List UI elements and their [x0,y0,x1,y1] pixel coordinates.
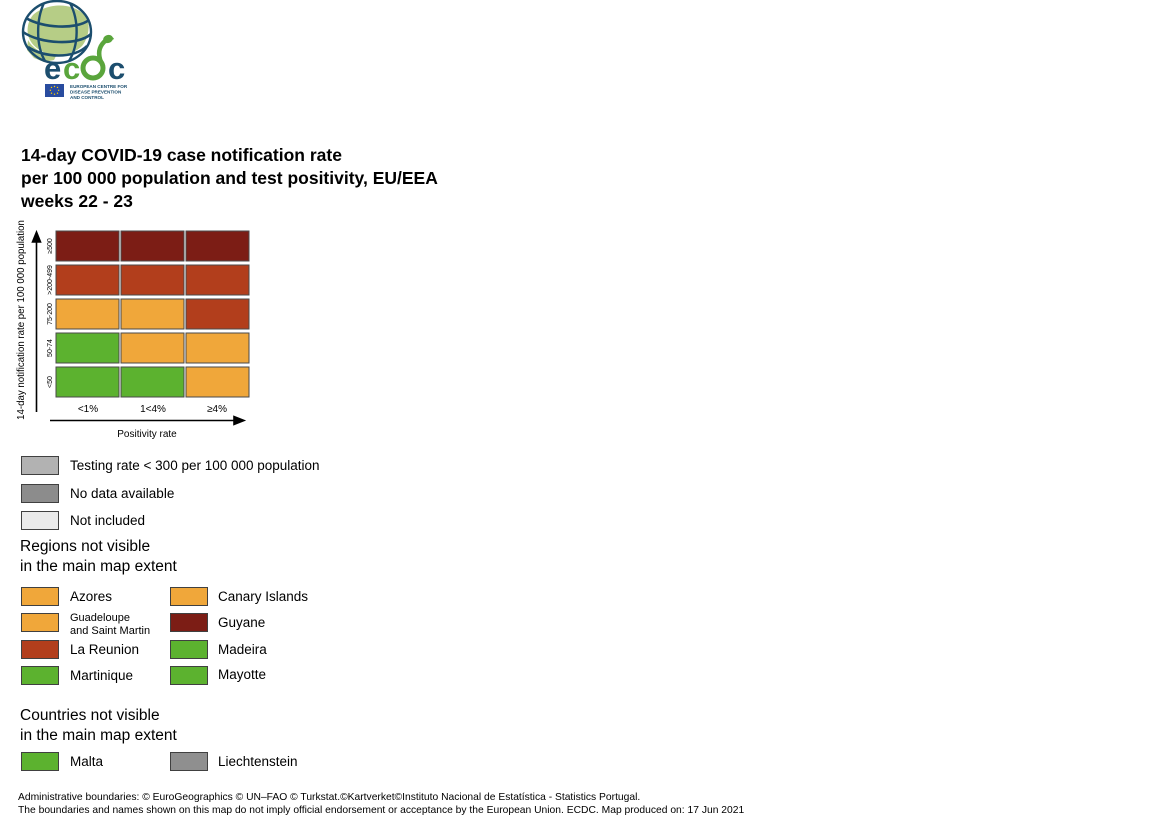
svg-text:1<4%: 1<4% [140,404,166,415]
svg-text:e: e [44,51,61,86]
svg-text:EUROPEAN CENTRE FOR: EUROPEAN CENTRE FOR [70,84,128,89]
svg-text:AND CONTROL: AND CONTROL [70,95,104,100]
svg-text:<1%: <1% [78,404,98,415]
svg-text:Positivity rate: Positivity rate [117,429,177,440]
svg-text:c: c [63,51,80,86]
svg-text:75-200: 75-200 [47,303,54,325]
svg-text:c: c [108,51,125,86]
svg-text:>200-499: >200-499 [47,265,54,295]
svg-text:DISEASE PREVENTION: DISEASE PREVENTION [70,90,122,95]
svg-text:14-day notification rate per 1: 14-day notification rate per 100 000 pop… [16,220,27,420]
svg-text:≥500: ≥500 [47,238,54,254]
svg-text:<50: <50 [47,376,54,388]
svg-text:50-74: 50-74 [47,339,54,357]
svg-text:≥4%: ≥4% [207,404,227,415]
